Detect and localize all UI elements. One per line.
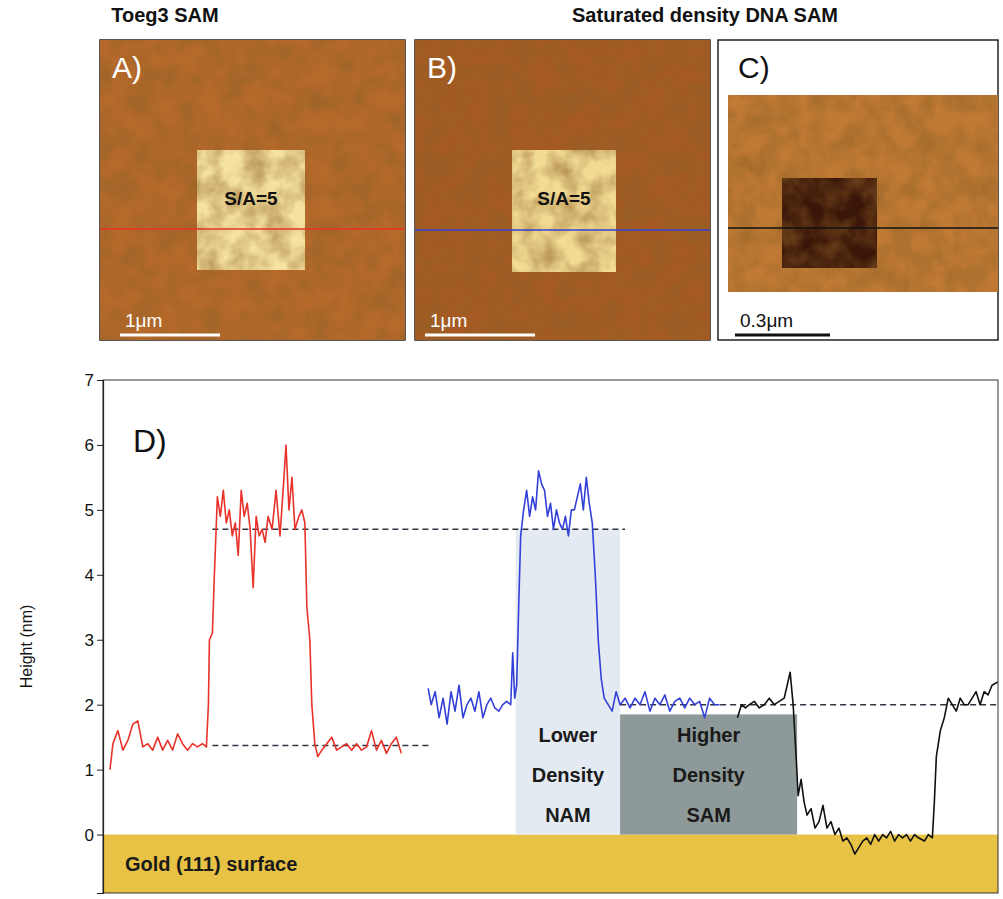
panel-frame — [718, 40, 998, 340]
tick: 6 — [85, 436, 103, 455]
profile-line — [415, 229, 710, 231]
tick-label: 1 — [85, 761, 94, 780]
feature-label: S/A=5 — [537, 188, 591, 209]
panel-letter: D) — [133, 423, 167, 459]
afm-image — [100, 40, 405, 340]
afm-image — [728, 95, 998, 292]
tick-label: 7 — [85, 371, 94, 390]
tick: 0 — [85, 825, 103, 844]
tick-mark — [97, 835, 103, 836]
afm-image — [415, 40, 710, 340]
scale-bar — [735, 334, 830, 337]
panel-frame — [415, 40, 710, 340]
tick-mark — [97, 770, 103, 771]
tick: 2 — [85, 696, 103, 715]
tick: 4 — [85, 566, 103, 585]
afm-panel: A) S/A=5 1μm — [100, 40, 405, 340]
figure: Toeg3 SAM Saturated density DNA SAM A) S/A=… — [0, 0, 1003, 899]
panel-letter: A) — [112, 51, 142, 84]
tick-mark — [97, 705, 103, 706]
afm-texture — [728, 95, 998, 292]
scale-bar — [425, 334, 535, 337]
scale-label: 1μm — [430, 310, 467, 331]
region-label: HigherDensitySAM — [672, 724, 745, 826]
axis-title: Height (nm) — [18, 605, 35, 689]
scale-label: 1μm — [125, 310, 162, 331]
tick-mark — [97, 640, 103, 641]
afm-panel: C) 0.3μm — [718, 40, 998, 340]
profile-trace — [737, 672, 998, 854]
surface — [103, 835, 998, 893]
surface-label: Gold (111) surface — [125, 853, 297, 875]
tick-mark — [97, 575, 103, 576]
scale-label: 0.3μm — [740, 310, 793, 331]
tick: 7 — [85, 371, 103, 390]
tick: 5 — [85, 501, 103, 520]
tick-mark — [97, 445, 103, 446]
panel-header: Saturated density DNA SAM — [572, 4, 838, 26]
region — [516, 529, 620, 834]
reference-line — [620, 704, 998, 706]
afm-panel: B) S/A=5 1μm — [415, 40, 710, 340]
plot-area — [103, 445, 998, 893]
panel-letter: C) — [738, 51, 770, 84]
tick-label: 6 — [85, 436, 94, 455]
profile-line — [728, 227, 998, 229]
tick: 3 — [85, 631, 103, 650]
afm-texture — [415, 40, 710, 340]
scale-bar — [120, 334, 220, 337]
tick-mark — [97, 510, 103, 511]
plot-frame — [103, 380, 998, 893]
region-label: LowerDensityNAM — [532, 724, 605, 826]
tick-label: 5 — [85, 501, 94, 520]
tick-label: 3 — [85, 631, 94, 650]
panel-header: Toeg3 SAM — [111, 4, 218, 26]
y-axis: 0 1 2 3 4 5 6 7 — [85, 371, 104, 894]
feature-label: S/A=5 — [224, 188, 278, 209]
tick-label: 2 — [85, 696, 94, 715]
profile-line — [100, 228, 405, 230]
afm-texture — [100, 40, 405, 340]
tick: 1 — [85, 761, 103, 780]
profile-trace — [110, 445, 401, 770]
axis-line — [97, 381, 104, 894]
panel-frame — [100, 40, 405, 340]
tick-label: 0 — [85, 825, 94, 844]
region — [620, 714, 797, 834]
tick-label: 4 — [85, 566, 94, 585]
tick-mark — [97, 380, 103, 381]
profile-trace — [428, 471, 719, 724]
panel-letter: B) — [427, 51, 457, 84]
